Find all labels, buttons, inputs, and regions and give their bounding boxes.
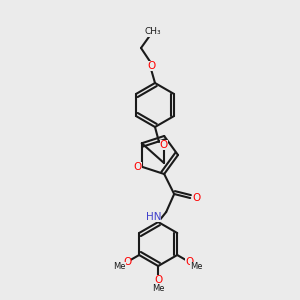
Text: Me: Me [113,262,126,271]
Text: O: O [160,140,168,150]
Text: O: O [123,257,131,267]
Text: Me: Me [190,262,203,271]
Text: O: O [154,275,162,285]
Text: O: O [185,257,194,267]
Text: CH₃: CH₃ [145,28,161,37]
Text: HN: HN [146,212,161,222]
Text: O: O [192,193,200,203]
Text: O: O [147,61,155,71]
Text: Me: Me [152,284,164,293]
Text: O: O [134,162,142,172]
